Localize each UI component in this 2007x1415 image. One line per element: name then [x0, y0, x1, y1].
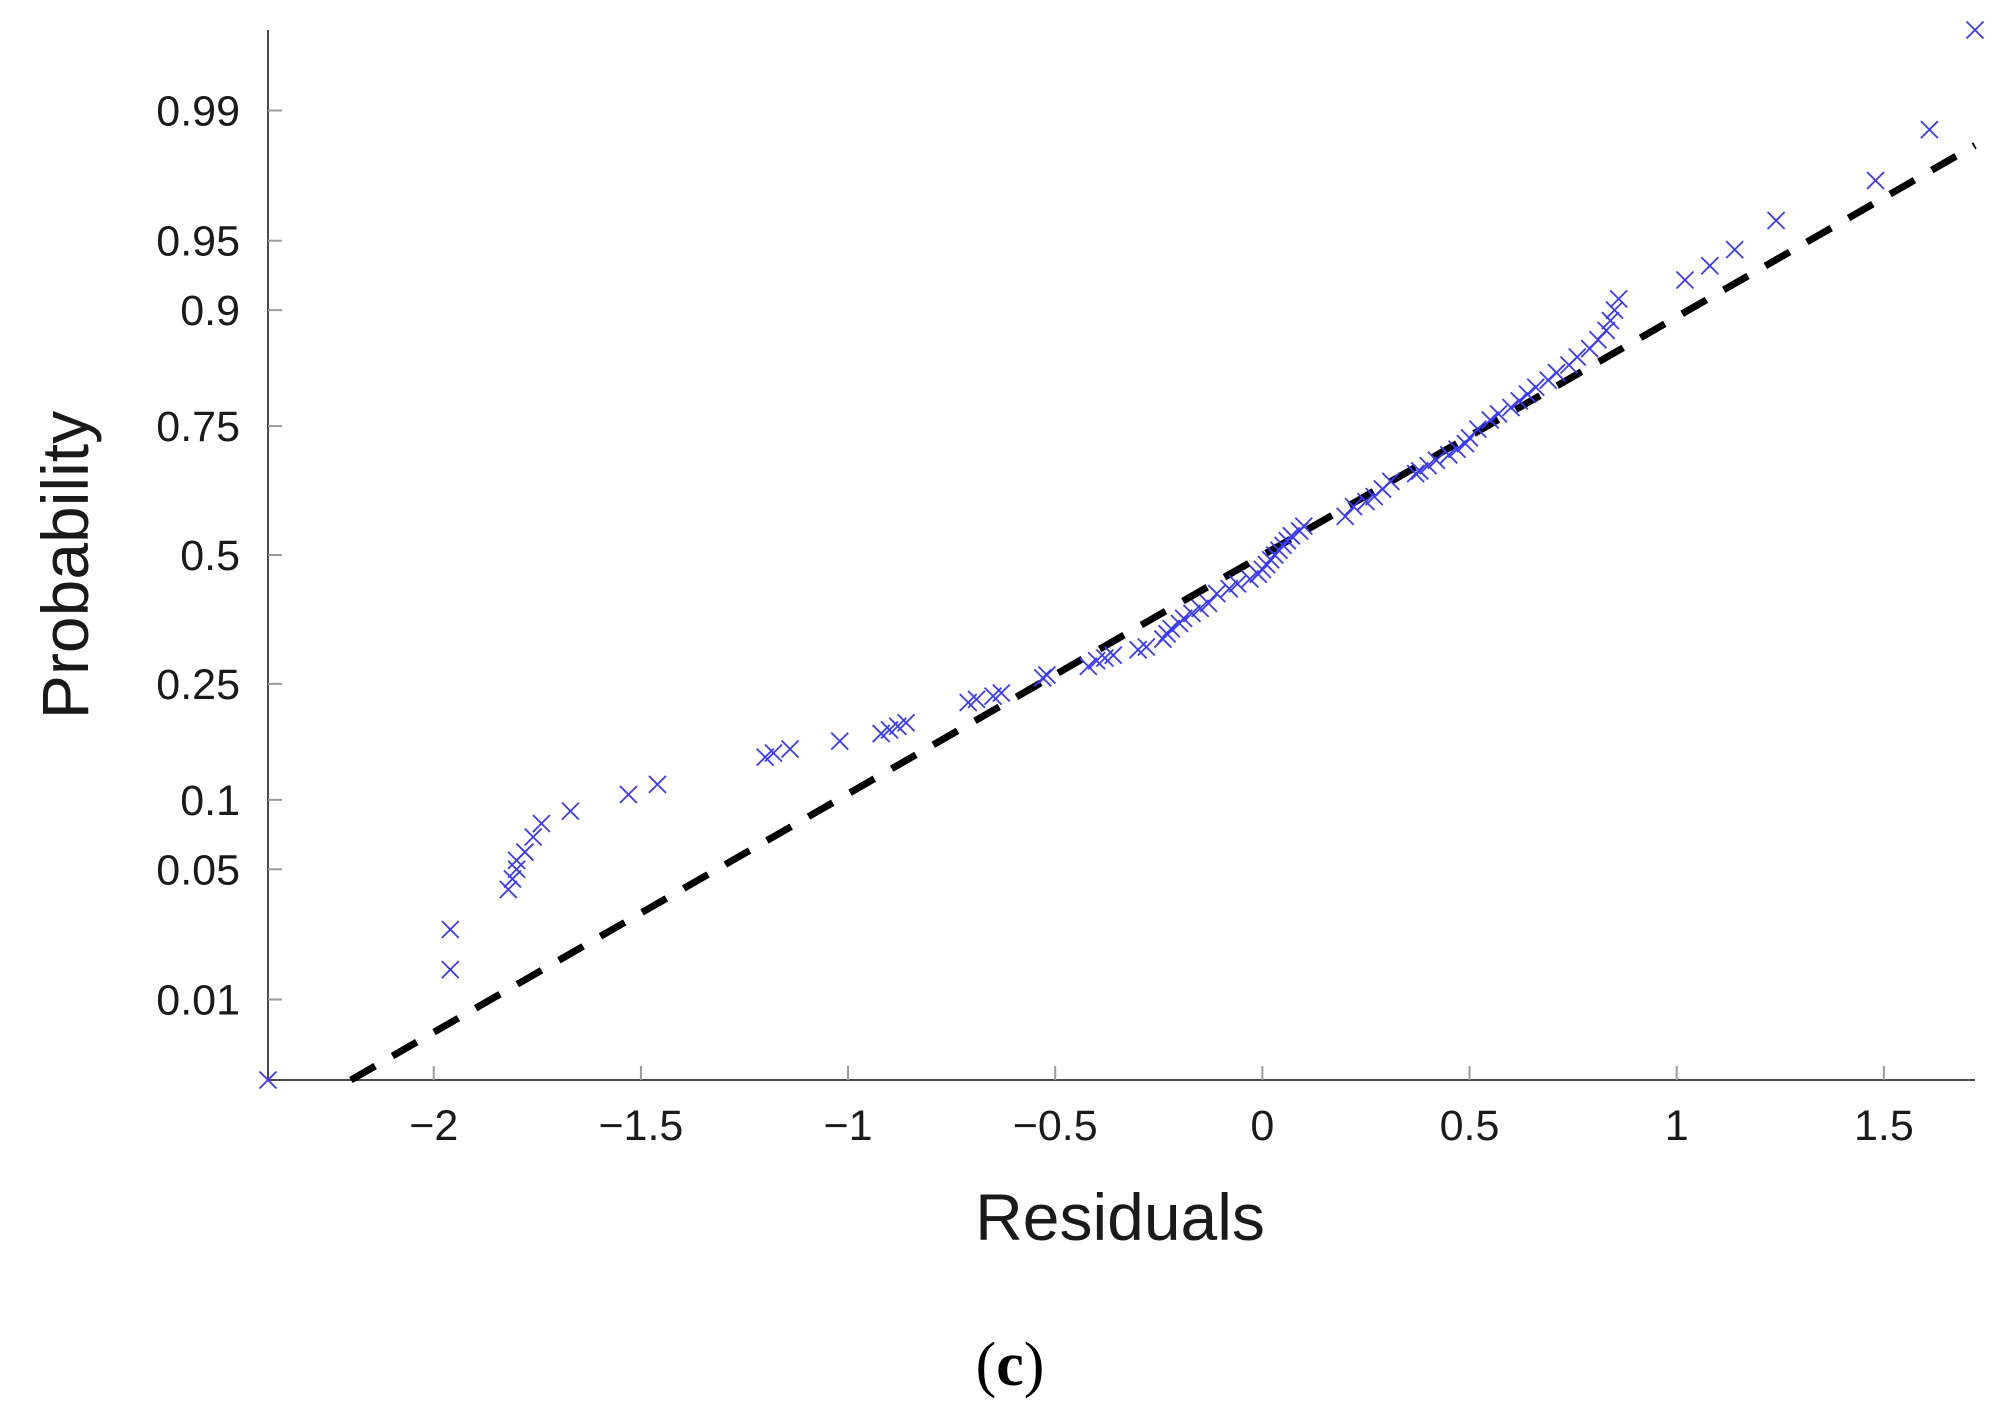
data-point [503, 869, 522, 889]
data-point [1547, 363, 1566, 382]
x-tick-label: 1.5 [1854, 1102, 1914, 1150]
data-point [1609, 289, 1628, 308]
data-point [1199, 594, 1218, 613]
data-point [1725, 240, 1744, 259]
data-point [1207, 584, 1226, 603]
data-point [1605, 301, 1624, 320]
data-point [507, 860, 526, 879]
x-tick-label: 0.5 [1440, 1102, 1500, 1150]
data-point [1920, 120, 1939, 139]
y-axis-ticks: 0.01 0.05 0.1 0.25 0.5 0.75 0.9 0.95 0.99 [156, 88, 282, 1024]
data-point [1439, 445, 1458, 464]
x-axis-title: Residuals [975, 1180, 1265, 1254]
data-point [1240, 569, 1260, 589]
y-tick-label: 0.99 [156, 88, 240, 136]
data-point [1468, 419, 1487, 439]
data-point [561, 802, 580, 821]
data-point [1481, 410, 1500, 430]
caption-letter: c [996, 1331, 1024, 1399]
data-point [1174, 609, 1193, 628]
data-point [1965, 20, 1985, 40]
data-point [1510, 391, 1529, 411]
data-point [1410, 461, 1429, 481]
data-point [1597, 321, 1616, 340]
x-tick-label: −2 [409, 1102, 458, 1150]
data-points [258, 20, 1985, 1090]
x-tick-label: −0.5 [1013, 1102, 1098, 1150]
data-point [524, 827, 543, 847]
data-point [1220, 579, 1239, 598]
data-point [1381, 472, 1400, 491]
data-point [1418, 456, 1438, 475]
data-point [780, 739, 800, 759]
data-point [1137, 637, 1156, 657]
data-point [1191, 599, 1210, 618]
data-point [258, 1070, 278, 1090]
data-point [1104, 646, 1123, 665]
data-point [1336, 507, 1355, 526]
data-point [648, 775, 667, 794]
data-point [532, 814, 551, 833]
data-point [1182, 604, 1202, 623]
caption-open-paren: ( [976, 1331, 997, 1399]
y-axis-title: Probability [28, 411, 102, 719]
data-point [1282, 526, 1301, 545]
data-point [764, 743, 783, 763]
data-point [967, 690, 986, 709]
data-point [830, 731, 849, 751]
data-point [1427, 451, 1446, 470]
data-point [619, 785, 638, 804]
data-point [1526, 378, 1545, 397]
data-point [992, 683, 1011, 703]
data-point [1228, 574, 1247, 593]
figure-caption: (c) [976, 1331, 1045, 1399]
data-point [1766, 211, 1786, 230]
data-point [1489, 404, 1508, 423]
data-point [1079, 657, 1098, 676]
x-tick-label: 0 [1250, 1102, 1274, 1150]
y-tick-label: 0.75 [156, 403, 240, 451]
data-point [896, 713, 916, 732]
x-tick-label: −1 [824, 1102, 873, 1150]
data-point [1501, 398, 1521, 417]
data-point [1700, 256, 1719, 275]
y-tick-label: 0.05 [156, 846, 240, 894]
data-point [1601, 311, 1620, 330]
x-axis-ticks: −2 −1.5 −1 −0.5 0 0.5 1 1.5 [409, 1066, 1914, 1150]
data-point [1568, 347, 1587, 367]
data-point [1037, 665, 1057, 685]
y-tick-label: 0.01 [156, 976, 240, 1024]
data-point [1294, 517, 1313, 536]
x-tick-label: −1.5 [598, 1102, 683, 1150]
axes [267, 30, 1975, 1081]
y-tick-label: 0.5 [180, 532, 240, 580]
data-point [1406, 464, 1425, 483]
y-tick-label: 0.25 [156, 661, 240, 709]
y-tick-label: 0.1 [180, 777, 240, 825]
data-point [1675, 270, 1695, 290]
data-point [1344, 497, 1363, 516]
data-point [441, 920, 460, 939]
data-point [1456, 434, 1475, 453]
data-point [1518, 385, 1537, 404]
x-tick-label: 1 [1665, 1102, 1689, 1150]
fit-line [349, 142, 1977, 1084]
data-point [441, 960, 460, 979]
data-point [1356, 492, 1376, 511]
y-tick-label: 0.95 [156, 218, 240, 266]
caption-close-paren: ) [1024, 1331, 1045, 1399]
data-point [499, 880, 518, 899]
data-point [1866, 171, 1885, 190]
data-point [1162, 619, 1181, 638]
data-point [515, 842, 535, 862]
y-tick-label: 0.9 [180, 287, 240, 335]
